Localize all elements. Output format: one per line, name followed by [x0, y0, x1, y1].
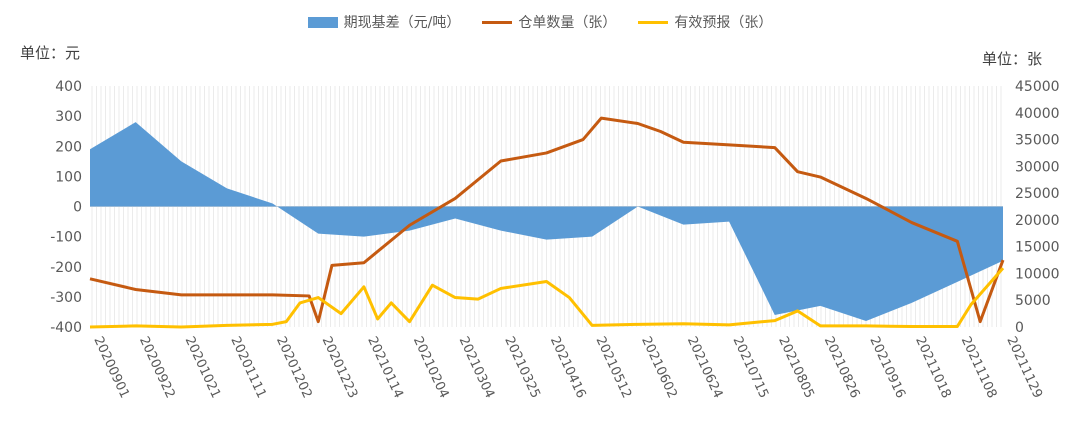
x-tick-label: 20211108: [958, 334, 1000, 400]
y-right-tick: 45000: [1015, 79, 1060, 95]
series-basis-area: [90, 122, 1003, 321]
y-left-tick: 300: [55, 109, 82, 125]
left-axis-unit: 单位：元: [20, 44, 81, 62]
y-left-tick: 100: [55, 169, 82, 185]
y-right-tick: 25000: [1015, 186, 1060, 202]
x-tick-label: 20210114: [364, 334, 406, 400]
x-tick-label: 20210916: [866, 334, 908, 400]
x-tick-label: 20210602: [638, 334, 680, 400]
legend: 期现基差（元/吨） 仓单数量（张） 有效预报（张）: [0, 12, 1080, 32]
y-right-tick: 5000: [1015, 293, 1051, 309]
legend-item-forecast: 有效预报（张）: [638, 12, 772, 32]
legend-swatch-basis: [307, 16, 338, 28]
y-right-tick: 40000: [1015, 106, 1060, 122]
legend-label-forecast: 有效预报（张）: [674, 15, 773, 31]
x-tick-label: 20210416: [547, 334, 589, 400]
x-tick-label: 20210624: [684, 334, 726, 400]
x-tick-label: 20210805: [775, 334, 817, 400]
x-tick-label: 20201111: [227, 334, 269, 400]
x-tick-label: 20210715: [729, 334, 771, 400]
y-left-tick: 400: [55, 79, 82, 95]
x-tick-label: 20210325: [501, 334, 543, 400]
x-tick-label: 20211129: [1003, 334, 1045, 400]
y-right-tick: 15000: [1015, 240, 1060, 256]
y-left-tick: -200: [50, 260, 82, 276]
y-left-tick: 0: [73, 200, 82, 216]
y-left-tick: -100: [50, 230, 82, 246]
x-tick-label: 20211018: [912, 334, 954, 400]
y-right-tick: 35000: [1015, 133, 1060, 149]
x-tick-label: 20210512: [593, 334, 635, 400]
legend-swatch-warehouse: [482, 20, 513, 24]
x-tick-label: 20210204: [410, 334, 452, 400]
x-tick-label: 20201223: [319, 334, 361, 400]
y-left-tick: -400: [50, 320, 82, 336]
x-tick-label: 20200901: [90, 334, 132, 400]
x-tick-label: 20210826: [821, 334, 863, 400]
y-left-tick: -300: [50, 290, 82, 306]
x-tick-label: 20210304: [456, 334, 498, 400]
y-right-tick: 20000: [1015, 213, 1060, 229]
y-right-tick: 0: [1015, 320, 1024, 336]
x-tick-label: 20201021: [182, 334, 224, 400]
y-right-tick: 30000: [1015, 159, 1060, 175]
series-forecast-line: [89, 267, 1005, 329]
x-tick-label: 20200922: [136, 334, 178, 400]
legend-swatch-forecast: [638, 20, 669, 24]
legend-item-basis: 期现基差（元/吨）: [307, 12, 461, 32]
series-warehouse-line: [89, 116, 1005, 324]
y-left-tick: 200: [55, 139, 82, 155]
y-right-tick: 10000: [1015, 266, 1060, 282]
right-axis-unit: 单位：张: [981, 50, 1042, 68]
legend-label-warehouse: 仓单数量（张）: [518, 15, 617, 31]
x-tick-label: 20201202: [273, 334, 315, 400]
legend-item-warehouse: 仓单数量（张）: [482, 12, 616, 32]
legend-label-basis: 期现基差（元/吨）: [343, 15, 461, 31]
